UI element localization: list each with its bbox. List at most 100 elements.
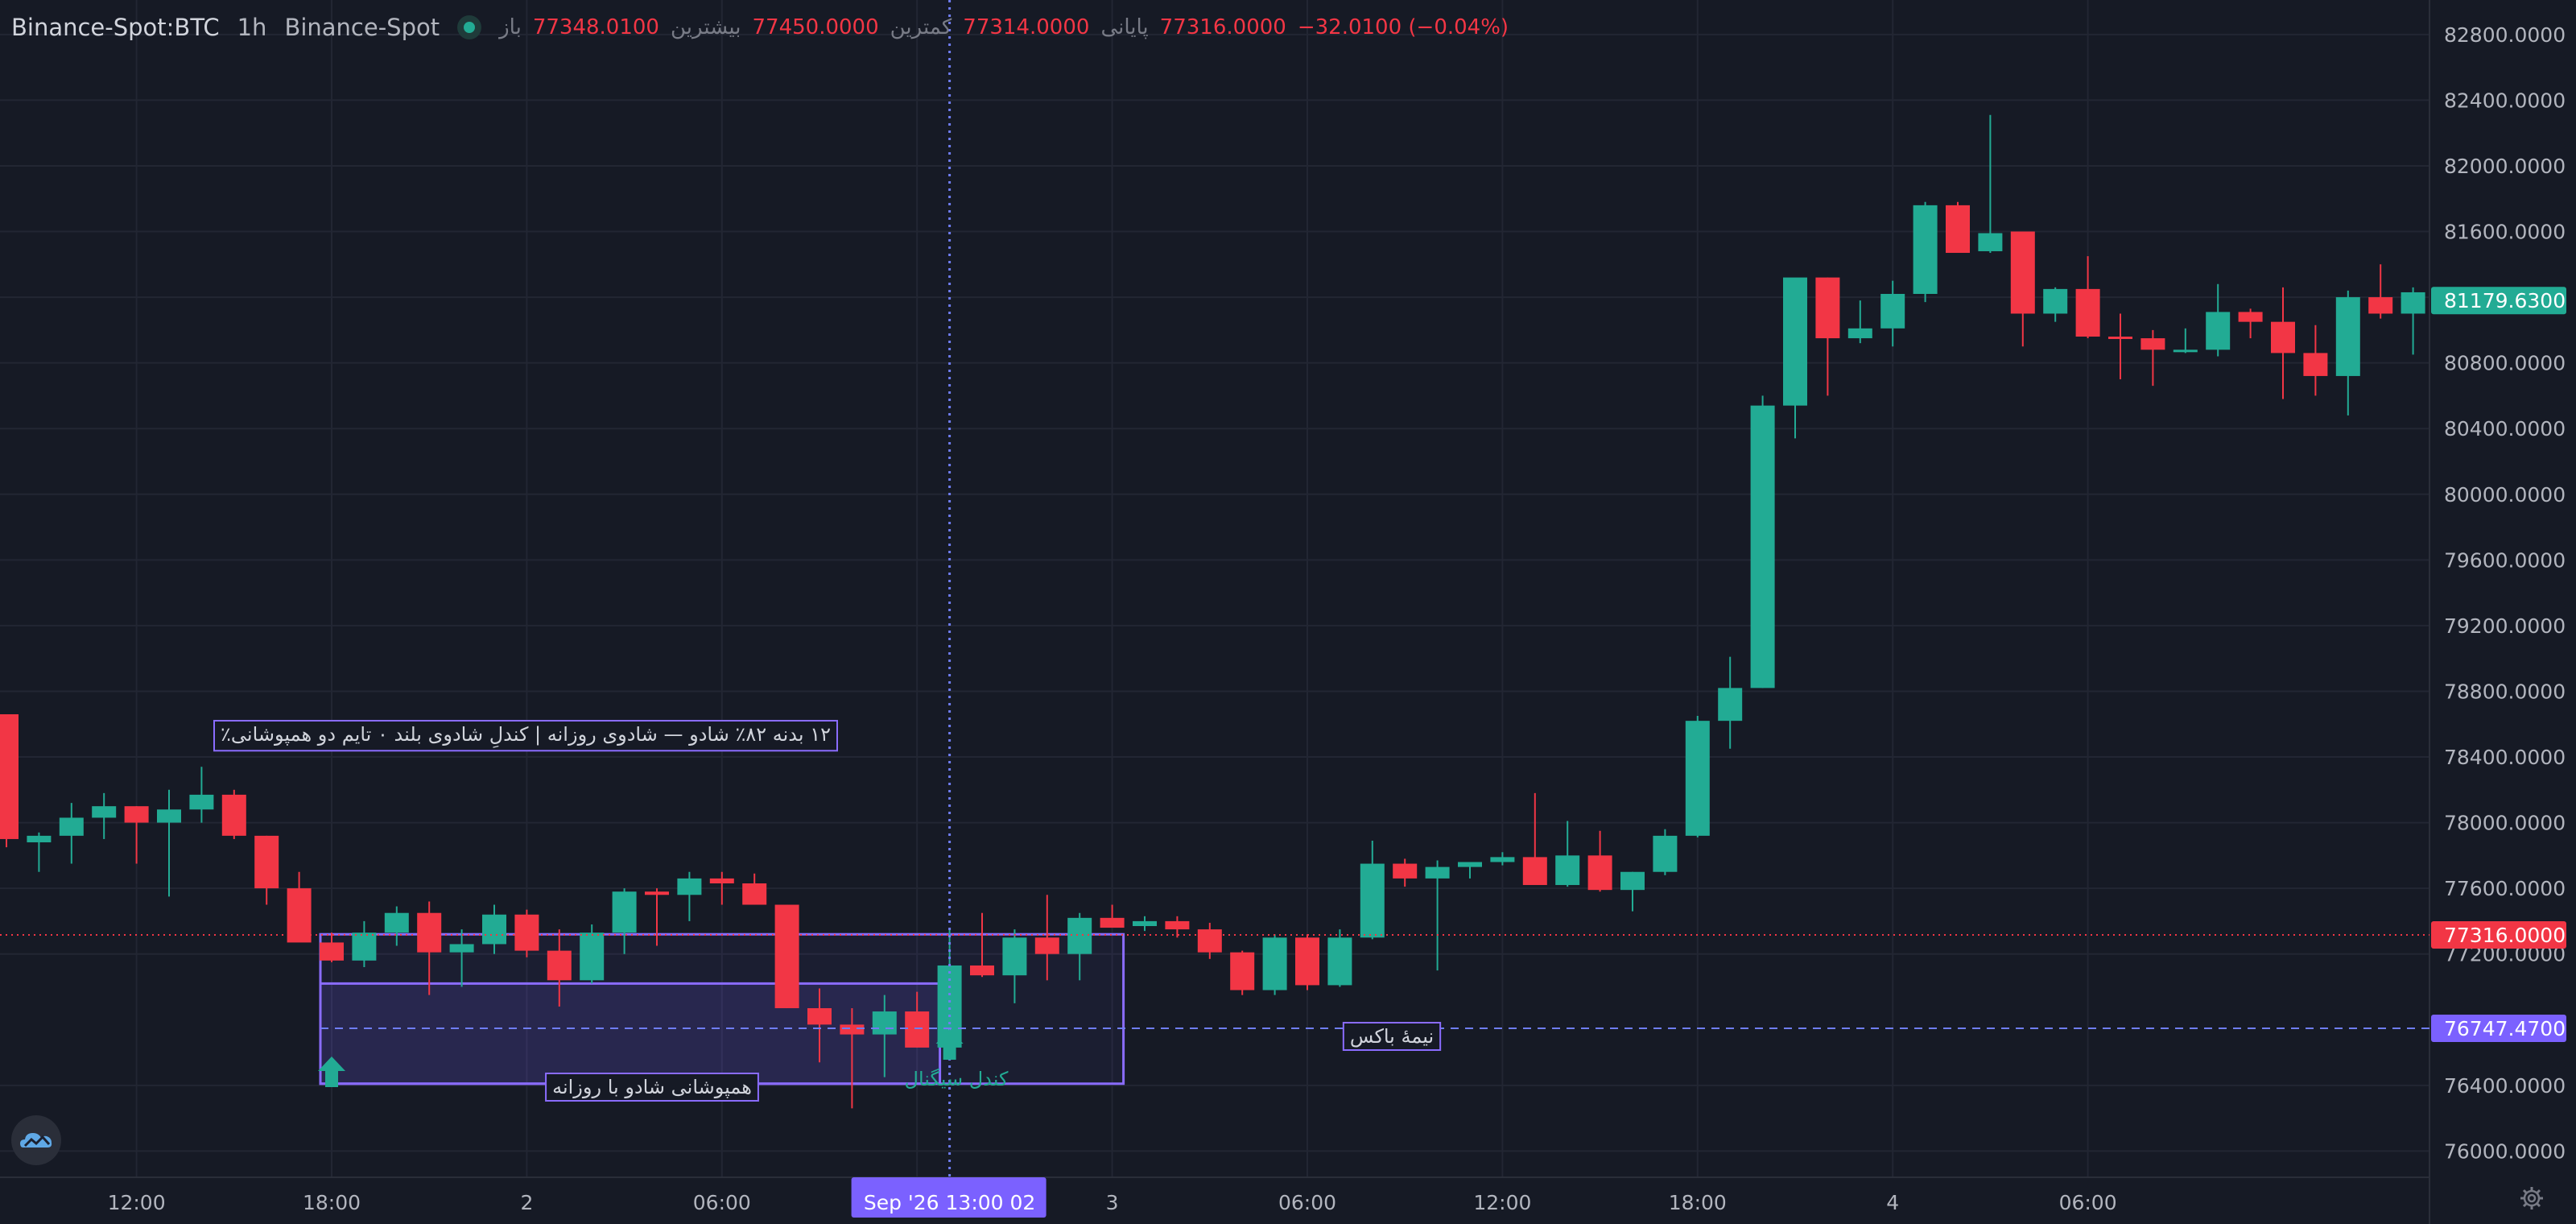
candle[interactable] [2108,313,2132,380]
half-box-label-text: نیمهٔ باکس [1350,1025,1434,1048]
half-box-label[interactable]: نیمهٔ باکس [1342,1022,1442,1051]
candle[interactable] [1490,852,1515,866]
candle[interactable] [1847,300,1872,344]
candle[interactable] [1815,277,1840,396]
candle[interactable] [124,806,149,864]
candle[interactable] [547,929,572,1007]
candle[interactable] [1197,922,1222,959]
candle[interactable] [872,994,897,1077]
candle[interactable] [1002,929,1027,1003]
candle[interactable] [1458,862,1482,879]
signal-label[interactable]: کندل سیگنال [905,1068,1009,1090]
candles[interactable] [0,114,2425,1109]
candle[interactable] [2140,329,2165,387]
candle[interactable] [1133,916,1157,932]
candle[interactable] [1718,656,1743,749]
candle[interactable] [612,888,637,954]
overlap-start-arrow [318,1057,345,1087]
candle[interactable] [1913,201,1938,303]
candle[interactable] [2271,287,2295,399]
candle[interactable] [580,924,605,984]
candle[interactable] [1978,114,2003,254]
candle[interactable] [645,888,669,946]
candle[interactable] [2075,256,2100,339]
crosshair-time-bg [851,1177,1046,1218]
candle[interactable] [2335,290,2360,416]
candle[interactable] [1262,934,1287,995]
candle[interactable] [1946,201,1970,254]
candle[interactable] [287,871,312,943]
candle[interactable] [1425,860,1450,971]
candle[interactable] [1783,277,1807,439]
candle[interactable] [1393,858,1418,887]
candle[interactable] [1587,830,1612,892]
candle[interactable] [449,929,474,987]
candle[interactable] [254,835,279,905]
candle[interactable] [320,932,344,962]
candle[interactable] [840,1007,865,1109]
up-arrow-icon [318,1057,345,1087]
candle[interactable] [905,991,930,1048]
price-tick-label: 79600.0000 [2444,548,2566,572]
overlap-boxes[interactable] [319,932,1125,1085]
candle[interactable] [970,912,994,978]
candle[interactable] [1295,934,1319,990]
candle[interactable] [189,767,214,823]
candle[interactable] [2173,328,2198,354]
candle[interactable] [1230,950,1255,995]
candle-body [872,1011,897,1035]
candle[interactable] [514,909,539,957]
candle[interactable] [1100,904,1125,928]
candle[interactable] [1360,840,1385,940]
candle[interactable] [1555,821,1580,887]
cloud-logo-icon[interactable] [11,1115,61,1165]
candle[interactable] [1067,912,1092,981]
candle[interactable] [59,803,84,864]
candle[interactable] [742,873,767,905]
gear-icon[interactable] [2520,1186,2544,1214]
candle[interactable] [1034,895,1059,981]
candle[interactable] [384,906,409,946]
candle[interactable] [1685,716,1710,837]
candle[interactable] [221,789,246,839]
candle[interactable] [417,901,442,995]
candle[interactable] [1880,280,1905,347]
interval-label[interactable]: 1h [237,14,267,41]
candle[interactable] [774,904,799,1008]
overlap-inner-box[interactable] [319,982,942,1085]
overlap-outer-box[interactable] [319,932,1125,1085]
candle[interactable] [677,871,702,921]
symbol-label[interactable]: Binance-Spot:BTC [11,14,220,41]
candle[interactable] [1750,395,1775,688]
candle[interactable] [2010,231,2035,347]
candle[interactable] [1165,916,1190,938]
candle[interactable] [2368,264,2393,319]
candle[interactable] [2303,325,2328,396]
candle[interactable] [92,792,117,839]
candle[interactable] [1653,829,1678,875]
candle[interactable] [2238,308,2263,339]
candle[interactable] [1327,929,1352,987]
candle-body [677,878,702,895]
candle[interactable] [352,920,377,968]
candle[interactable] [1522,792,1547,886]
candle[interactable] [709,871,734,905]
candle-body [645,891,669,895]
candle[interactable] [482,904,506,954]
candle[interactable] [0,713,19,848]
zone-label[interactable]: ۱۲ بدنه ۸۲٪ شادو — شادوی روزانه | کندلِ … [213,720,838,752]
candle[interactable] [807,988,832,1063]
candle[interactable] [1620,871,1645,912]
price-axis[interactable]: 82800.0000 82400.0000 82000.0000 81600.0000… [2429,0,2566,1224]
overlap-label[interactable]: همپوشانی شادو با روزانه [545,1073,759,1102]
candle-body [1522,857,1547,886]
candle-body [2401,292,2425,314]
candle[interactable] [157,789,181,897]
candle[interactable] [2206,283,2231,357]
candle[interactable] [27,832,52,872]
candle[interactable] [2043,287,2068,322]
candle-body [514,914,539,951]
time-axis[interactable]: 12:0018:00206:0018:00306:0012:0018:00406… [0,1176,2429,1218]
candle[interactable] [2401,287,2425,355]
